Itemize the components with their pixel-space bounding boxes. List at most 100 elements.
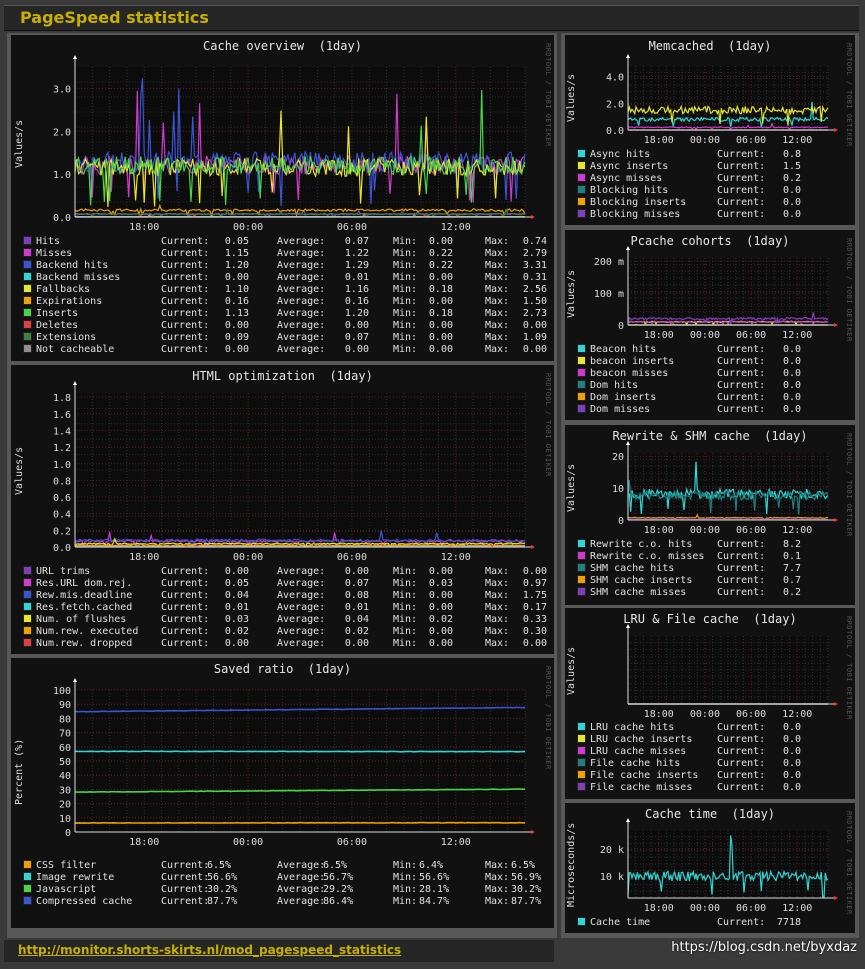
min-value: 6.4% bbox=[419, 860, 444, 871]
current-value: 30.2% bbox=[207, 884, 238, 895]
x-tick-label: 12:00 bbox=[782, 525, 812, 536]
legend-row: Num.rew. dropped Current: 0.00 Average: 0.00… bbox=[23, 637, 547, 650]
current-label: Current: bbox=[161, 344, 210, 355]
average-value: 86.4% bbox=[323, 896, 354, 907]
series-line-async-inserts bbox=[627, 104, 829, 126]
legend-label: URL trims bbox=[36, 566, 91, 577]
current-value: 0.0 bbox=[782, 770, 801, 781]
footer-link[interactable]: http://monitor.shorts-skirts.nl/mod_page… bbox=[18, 943, 402, 957]
current-label: Current: bbox=[161, 308, 210, 319]
legend-swatch bbox=[23, 637, 32, 647]
legend-row: Async inserts Current: 1.5 bbox=[577, 160, 801, 173]
current-label: Current: bbox=[717, 551, 766, 562]
y-axis-arrow bbox=[73, 678, 77, 682]
legend-label: Rewrite c.o. misses bbox=[590, 551, 705, 562]
max-value: 2.73 bbox=[522, 308, 547, 319]
max-label: Max: bbox=[485, 872, 510, 883]
min-label: Min: bbox=[393, 626, 418, 637]
max-value: 56.9% bbox=[511, 872, 542, 883]
legend-row: Deletes Current: 0.00 Average: 0.00 Min: 0.00 M… bbox=[23, 319, 547, 332]
legend-row: SHM cache hits Current: 7.7 bbox=[577, 562, 801, 575]
rrdtool-credit: RRDTOOL / TOBI OETIKER bbox=[845, 43, 853, 147]
legend-swatch bbox=[23, 895, 32, 905]
y-tick-label: 90 bbox=[59, 700, 71, 711]
legend-label: Num.rew. executed bbox=[36, 626, 139, 637]
page-header: PageSpeed statistics bbox=[4, 5, 859, 31]
max-label: Max: bbox=[485, 884, 510, 895]
x-tick-label: 18:00 bbox=[644, 903, 674, 914]
legend-label: Res.fetch.cached bbox=[36, 602, 133, 613]
average-label: Average: bbox=[277, 614, 326, 625]
y-axis-arrow bbox=[626, 624, 630, 628]
rrdtool-credit: RRDTOOL / TOBI OETIKER bbox=[845, 238, 853, 342]
average-label: Average: bbox=[277, 260, 326, 271]
current-label: Current: bbox=[161, 884, 210, 895]
current-label: Current: bbox=[717, 344, 766, 355]
legend-swatch bbox=[23, 271, 32, 281]
x-tick-label: 06:00 bbox=[337, 552, 367, 563]
current-value: 0.1 bbox=[782, 551, 801, 562]
legend-label: Num.rew. dropped bbox=[36, 638, 133, 649]
chart-title: Cache time (1day) bbox=[644, 807, 776, 821]
min-value: 56.6% bbox=[419, 872, 450, 883]
current-value: 0.00 bbox=[224, 272, 249, 283]
footer: http://monitor.shorts-skirts.nl/mod_page… bbox=[4, 940, 554, 962]
rrdtool-credit: RRDTOOL / TOBI OETIKER bbox=[544, 373, 552, 477]
legend-label: SHM cache inserts bbox=[590, 575, 693, 586]
min-label: Min: bbox=[393, 884, 418, 895]
chart-canvas: 0.0 1.0 2.0 3.0 18:00 00:00 06:00 12:00 bbox=[53, 55, 535, 233]
legend-row: Dom hits Current: 0.0 bbox=[577, 379, 801, 392]
legend-label: Cache time bbox=[590, 917, 651, 928]
legend-swatch bbox=[23, 625, 32, 635]
y-axis-arrow bbox=[626, 441, 630, 445]
average-value: 0.07 bbox=[344, 332, 369, 343]
x-axis-arrow bbox=[531, 215, 535, 219]
y-tick-label: 0.2 bbox=[53, 526, 71, 537]
legend-swatch bbox=[23, 613, 32, 623]
chart-canvas: 0 10 20 18:00 00:00 06:00 12:00 bbox=[612, 441, 838, 536]
legend-label: File cache inserts bbox=[590, 770, 699, 781]
min-value: 0.00 bbox=[428, 332, 453, 343]
current-label: Current: bbox=[161, 236, 210, 247]
current-value: 0.01 bbox=[224, 602, 249, 613]
legend-row: Cache time Current: 7718 bbox=[577, 916, 801, 929]
average-value: 0.02 bbox=[344, 626, 369, 637]
chart-legend: Hits Current: 0.05 Average: 0.07 Min: 0.00 Max:… bbox=[23, 235, 547, 356]
current-label: Current: bbox=[717, 380, 766, 391]
max-label: Max: bbox=[485, 320, 510, 331]
max-label: Max: bbox=[485, 566, 510, 577]
average-value: 0.08 bbox=[344, 590, 369, 601]
max-label: Max: bbox=[485, 236, 510, 247]
legend-label: Async inserts bbox=[590, 161, 669, 172]
legend-label: beacon misses bbox=[590, 368, 669, 379]
y-tick-label: 100 m bbox=[594, 289, 624, 300]
min-label: Min: bbox=[393, 272, 418, 283]
current-value: 0.16 bbox=[224, 296, 249, 307]
y-tick-label: 0 bbox=[618, 516, 624, 527]
legend-swatch bbox=[577, 745, 586, 755]
current-label: Current: bbox=[717, 197, 766, 208]
average-label: Average: bbox=[277, 860, 326, 871]
chart-title: Rewrite & SHM cache (1day) bbox=[612, 429, 808, 443]
x-tick-label: 06:00 bbox=[337, 837, 367, 848]
series-line-fallbacks bbox=[74, 110, 526, 207]
series-line-cache-time bbox=[627, 835, 829, 899]
max-label: Max: bbox=[485, 602, 510, 613]
legend-label: Deletes bbox=[36, 320, 79, 331]
y-tick-label: 0.0 bbox=[53, 543, 71, 554]
min-label: Min: bbox=[393, 308, 418, 319]
x-tick-label: 00:00 bbox=[690, 709, 720, 720]
current-label: Current: bbox=[717, 770, 766, 781]
max-value: 0.00 bbox=[522, 320, 547, 331]
y-axis-arrow bbox=[626, 246, 630, 250]
max-label: Max: bbox=[485, 284, 510, 295]
current-label: Current: bbox=[161, 602, 210, 613]
y-tick-label: 3.0 bbox=[53, 84, 71, 95]
rewrite-shm-panel: Rewrite & SHM cache (1day) RRDTOOL / TOBI… bbox=[565, 425, 855, 605]
y-tick-label: 10 k bbox=[600, 872, 624, 883]
legend-row: Hits Current: 0.05 Average: 0.07 Min: 0.00 Max:… bbox=[23, 235, 547, 248]
x-tick-label: 18:00 bbox=[129, 222, 159, 233]
x-tick-label: 18:00 bbox=[644, 709, 674, 720]
current-value: 1.13 bbox=[224, 308, 249, 319]
min-label: Min: bbox=[393, 578, 418, 589]
